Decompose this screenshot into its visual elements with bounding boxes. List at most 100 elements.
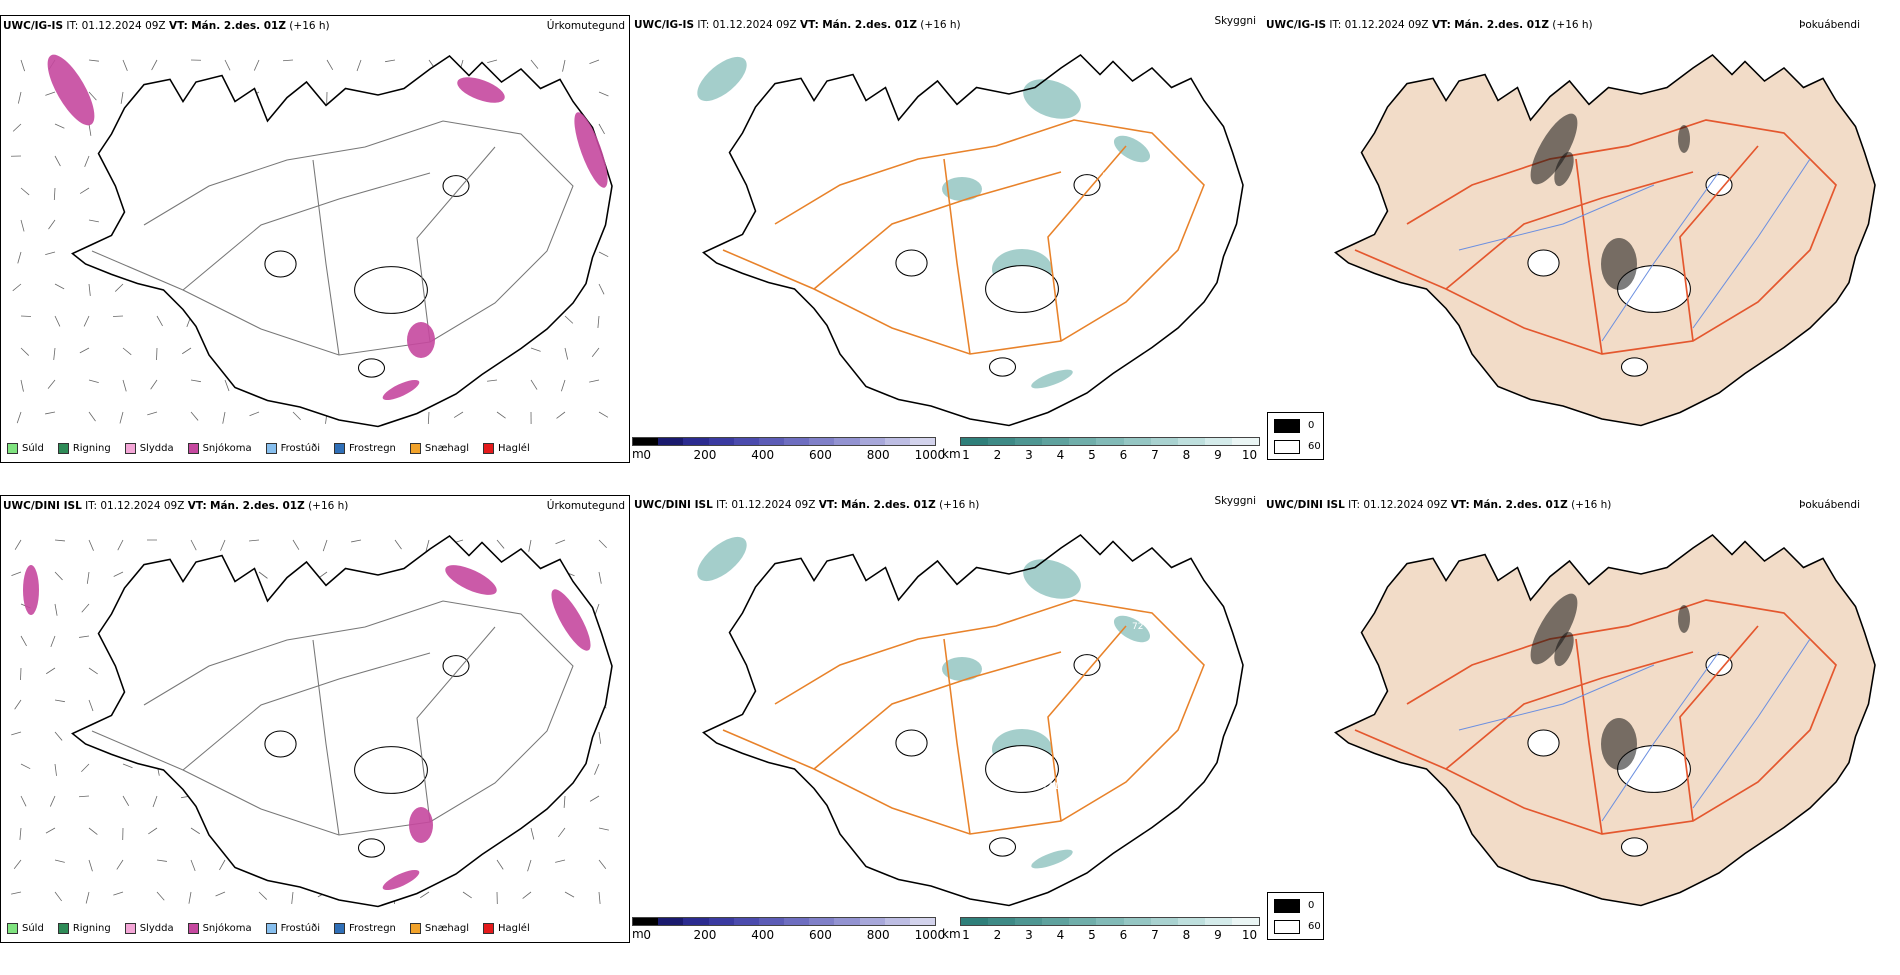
wind-barb xyxy=(15,700,21,709)
colorbar-segment xyxy=(1042,438,1069,445)
iceland-group xyxy=(704,55,1244,426)
legend-label: Haglél xyxy=(498,443,530,454)
glacier-outline xyxy=(359,839,385,857)
colorbar-segment xyxy=(1205,438,1232,445)
snowfall-area xyxy=(409,807,433,843)
wind-barb xyxy=(599,892,600,904)
wind-barb xyxy=(21,796,26,806)
wind-barb xyxy=(254,60,259,71)
visibility-value: 11 xyxy=(1102,172,1113,182)
low-visibility-area xyxy=(1018,72,1087,126)
colorbar-tick: 10 xyxy=(1242,928,1257,942)
wind-barb xyxy=(89,700,93,711)
legend-item-snæhagl: Snæhagl xyxy=(410,443,469,454)
wind-barb xyxy=(561,380,565,391)
colorbar-tick: 0 xyxy=(643,928,651,942)
wind-barb xyxy=(293,540,299,550)
wind-barb xyxy=(55,316,60,326)
wind-barb xyxy=(46,668,55,674)
fog-index-dark-area xyxy=(1678,125,1690,153)
wind-barb xyxy=(55,764,57,776)
wind-barb xyxy=(259,892,267,900)
wind-barb xyxy=(87,572,89,584)
wind-barb xyxy=(189,892,191,904)
colorbar-segment xyxy=(910,918,935,925)
wind-barb xyxy=(223,412,225,424)
wind-barb xyxy=(599,540,607,548)
wind-barb xyxy=(82,604,89,612)
wind-barb xyxy=(45,92,55,95)
wind-barb xyxy=(55,284,64,289)
wind-barb xyxy=(157,860,167,861)
wind-barb xyxy=(454,412,463,418)
wind-barb xyxy=(115,284,123,292)
legend-item-snæhagl: Snæhagl xyxy=(410,923,469,934)
colorbar-segment xyxy=(734,918,759,925)
wind-barb xyxy=(531,828,534,839)
wind-barb xyxy=(191,828,200,834)
wind-barb xyxy=(11,572,21,576)
wind-barb xyxy=(18,92,21,104)
wind-barb xyxy=(487,380,497,381)
low-visibility-area xyxy=(690,529,754,589)
colorbar-segment xyxy=(834,918,859,925)
colorbar-segment xyxy=(885,918,910,925)
legend-swatch xyxy=(410,923,421,934)
glacier-outline xyxy=(265,251,296,277)
glacier-outline xyxy=(1622,838,1648,856)
wind-barb xyxy=(556,540,565,544)
legend-item-snjókoma: Snjókoma xyxy=(188,443,252,454)
colorbar-tick: 1 xyxy=(962,928,970,942)
wind-barb xyxy=(148,828,157,834)
visibility-unit: km xyxy=(942,927,961,941)
colorbar-segment xyxy=(885,438,910,445)
wind-barb xyxy=(55,540,65,541)
wind-barb xyxy=(89,860,92,871)
legend-swatch xyxy=(410,443,421,454)
wind-barb xyxy=(216,892,225,896)
precip-panel-row1: UWC/DINI ISL IT: 01.12.2024 09Z VT: Mán.… xyxy=(0,495,630,943)
fog-panel-row0: UWC/IG-IS IT: 01.12.2024 09Z VT: Mán. 2.… xyxy=(1264,15,1894,495)
wind-barb xyxy=(599,412,608,417)
height-colorbar-bar xyxy=(632,437,936,446)
legend-swatch xyxy=(58,443,69,454)
wind-barb xyxy=(84,316,89,326)
fog-high-value: 60 xyxy=(1308,441,1321,452)
iceland-outline xyxy=(704,535,1244,906)
colorbar-tick: 6 xyxy=(1120,448,1128,462)
wind-barb xyxy=(595,604,599,615)
wind-barb xyxy=(497,860,503,869)
colorbar-segment xyxy=(759,438,784,445)
wind-barb xyxy=(531,380,537,390)
wind-barb xyxy=(385,60,395,62)
wind-barb xyxy=(123,764,132,768)
wind-barb xyxy=(50,796,55,807)
snowfall-area xyxy=(23,565,39,615)
iceland-group xyxy=(704,535,1244,906)
colorbar-segment xyxy=(709,438,734,445)
fog-index-map xyxy=(1264,509,1894,929)
colorbar-segment xyxy=(988,918,1015,925)
wind-barb xyxy=(79,796,89,797)
wind-barb xyxy=(55,124,64,128)
wind-barb xyxy=(45,412,55,414)
wind-barb xyxy=(121,92,123,104)
wind-barb xyxy=(599,860,606,869)
colorbar-segment xyxy=(658,438,683,445)
wind-barb xyxy=(323,540,327,551)
wind-barb xyxy=(599,92,608,96)
fog-black-swatch xyxy=(1274,419,1300,433)
wind-barb xyxy=(15,540,21,550)
wind-barb xyxy=(531,348,541,351)
legend-swatch xyxy=(125,443,136,454)
wind-barb xyxy=(357,60,361,71)
glacier-outline xyxy=(896,730,927,756)
legend-item-rigning: Rigning xyxy=(58,443,111,454)
colorbar-segment xyxy=(834,438,859,445)
iceland-outline xyxy=(73,56,613,427)
wind-barb xyxy=(48,380,55,389)
